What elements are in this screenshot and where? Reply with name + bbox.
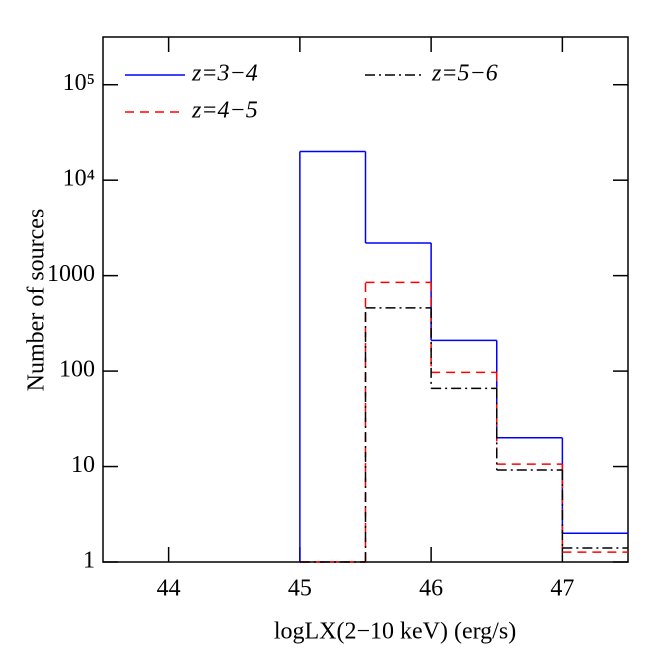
x-tick-label: 45	[288, 576, 312, 602]
y-axis-label: Number of sources	[24, 209, 50, 392]
y-tick-label: 10⁴	[63, 166, 95, 192]
legend-label: z=4−5	[191, 98, 258, 124]
legend-label: z=3−4	[191, 61, 258, 87]
x-tick-label: 44	[157, 576, 181, 602]
x-tick-label: 47	[550, 576, 574, 602]
y-tick-label: 1	[83, 548, 95, 574]
y-tick-label: 10	[71, 452, 95, 478]
legend-label: z=5−6	[431, 61, 498, 87]
y-tick-label: 10⁵	[63, 70, 95, 96]
y-tick-label: 100	[59, 357, 95, 383]
x-tick-label: 46	[419, 576, 443, 602]
y-tick-label: 1000	[47, 261, 95, 287]
x-axis-label: logLX(2−10 keV) (erg/s)	[274, 619, 516, 645]
